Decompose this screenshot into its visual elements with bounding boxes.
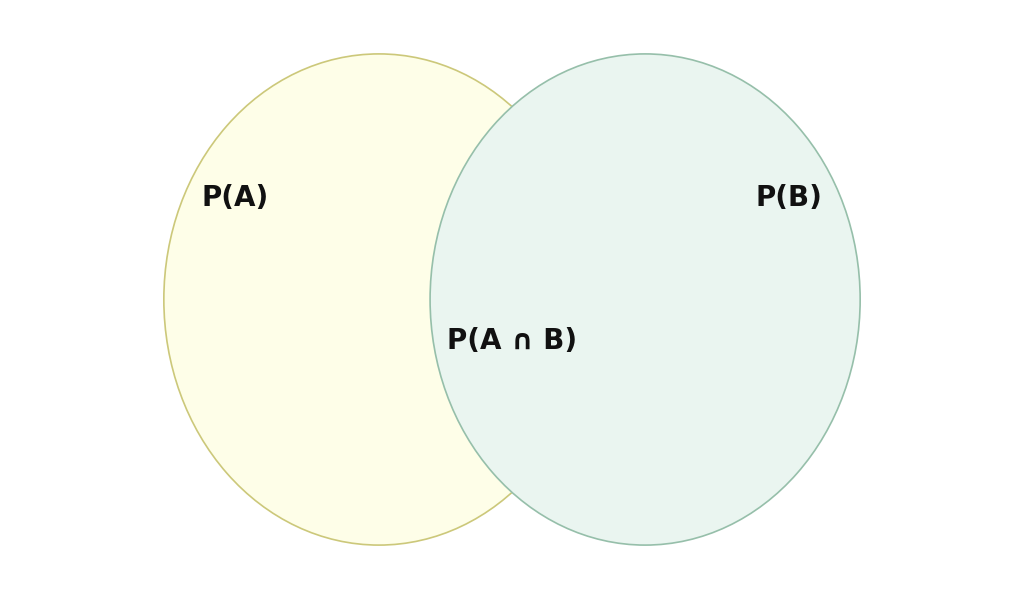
Text: P(A ∩ B): P(A ∩ B) — [446, 328, 578, 355]
Text: P(A): P(A) — [202, 184, 269, 211]
Ellipse shape — [430, 54, 860, 545]
Text: P(B): P(B) — [755, 184, 822, 211]
Ellipse shape — [164, 54, 594, 545]
